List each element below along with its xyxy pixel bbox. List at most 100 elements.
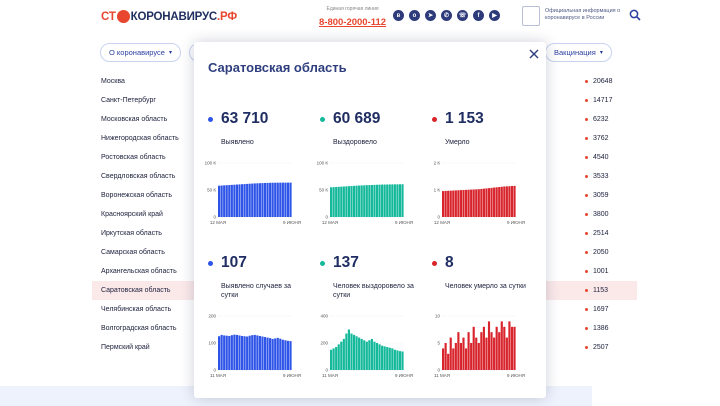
region-name: Ростовская область — [101, 154, 166, 161]
chart-bar — [490, 187, 493, 217]
x-tick-label: 9 ИЮНЯ — [507, 220, 525, 225]
region-row[interactable]: Челябинская область 1697 — [92, 300, 637, 319]
chart-detected: 100 К 50 К 0 12 МАЯ 9 ИЮНЯ — [204, 157, 301, 235]
stat-dot — [208, 116, 213, 122]
chart-bar — [243, 336, 246, 370]
stat-label: Выявлено случаев за сутки — [221, 283, 292, 300]
chart-bar — [358, 337, 361, 370]
region-row[interactable]: Москва 20648 — [92, 72, 637, 91]
chart-bar — [271, 338, 274, 370]
stat-dot — [208, 260, 213, 266]
chart-bar — [269, 338, 272, 370]
region-row[interactable]: Санкт-Петербург 14717 — [92, 91, 637, 110]
chart-bar — [388, 184, 391, 217]
vk-icon[interactable]: в — [393, 10, 404, 21]
chart-bar — [503, 186, 506, 217]
chart-bar — [475, 337, 478, 370]
chart-bar — [274, 338, 277, 370]
chart-bar — [485, 337, 488, 370]
chart-bar — [271, 182, 274, 217]
chart-bar — [340, 341, 343, 370]
chart-bar — [269, 182, 272, 217]
chart-bar — [230, 335, 233, 370]
chart-bar — [513, 185, 516, 217]
region-row[interactable]: Свердловская область 3533 — [92, 167, 637, 186]
region-name: Саратовская область — [101, 287, 171, 294]
chart-bar — [342, 186, 345, 217]
stat-dot — [320, 116, 325, 122]
chart-bar — [510, 186, 514, 217]
whatsapp-icon[interactable]: ☏ — [457, 10, 468, 21]
chart-bar — [454, 343, 457, 370]
chart-bar — [284, 340, 287, 370]
chart-bar — [345, 333, 348, 370]
region-row[interactable]: Архангельская область 1001 — [92, 262, 637, 281]
region-row[interactable]: Самарская область 2050 — [92, 243, 637, 262]
chart-bar — [493, 337, 496, 370]
chart-bar — [335, 347, 338, 370]
chart-bar — [381, 345, 384, 370]
stat-value: 63 710 — [221, 110, 269, 127]
region-name: Нижегородская область — [101, 135, 179, 142]
telegram-icon[interactable]: ➤ — [425, 10, 436, 21]
region-name: Воронежская область — [101, 192, 172, 199]
nav-vaccination[interactable]: Вакцинация ▾ — [545, 43, 612, 62]
region-row[interactable]: Московская область 6232 — [92, 110, 637, 129]
region-value: 2514 — [585, 230, 609, 237]
chart-bar — [279, 182, 282, 217]
region-value: 2050 — [585, 249, 609, 256]
region-name: Свердловская область — [101, 173, 176, 180]
chart-bar — [347, 329, 351, 370]
chart-bar — [498, 332, 501, 370]
chart-bar — [457, 190, 460, 217]
chart-bar — [276, 182, 279, 217]
region-row[interactable]: Иркутская область 2514 — [92, 224, 637, 243]
chart-bar — [220, 334, 223, 370]
close-icon[interactable] — [528, 48, 540, 60]
logo-suffix: .РФ — [217, 10, 237, 23]
search-icon[interactable] — [629, 9, 641, 21]
chart-bar — [393, 184, 396, 217]
chart-bar — [381, 184, 384, 217]
chart-bar — [472, 326, 475, 370]
region-row[interactable]: Ростовская область 4540 — [92, 148, 637, 167]
site-logo[interactable]: СТ КОРОНАВИРУС .РФ — [101, 10, 237, 23]
x-tick-label: 12 МАЯ — [434, 220, 450, 225]
chart-bar — [363, 185, 366, 217]
chart-bar — [444, 190, 447, 217]
chart-bar — [266, 182, 269, 217]
region-row[interactable]: Пермский край 2507 — [92, 338, 637, 357]
region-value: 1386 — [585, 325, 609, 332]
chart-bar — [383, 184, 386, 217]
region-row[interactable]: Красноярский край 3800 — [92, 205, 637, 224]
chart-bar — [332, 187, 335, 217]
hotline-number-link[interactable]: 8-800-2000-112 — [319, 17, 387, 28]
ok-icon[interactable]: о — [409, 10, 420, 21]
chart-bar — [223, 185, 226, 217]
region-row[interactable]: Волгоградская область 1386 — [92, 319, 637, 338]
chart-bar — [332, 348, 335, 370]
chart-bar — [218, 185, 221, 217]
region-name: Челябинская область — [101, 306, 172, 313]
stat-dot — [320, 260, 325, 266]
region-row[interactable]: Нижегородская область 3762 — [92, 129, 637, 148]
facebook-icon[interactable]: f — [473, 10, 484, 21]
chart-bar — [248, 183, 251, 217]
youtube-icon[interactable]: ▶ — [489, 10, 500, 21]
chart-bar — [462, 337, 465, 370]
chart-bar — [487, 188, 491, 217]
chart-bar — [330, 349, 333, 370]
chart-bar — [246, 336, 249, 370]
region-row[interactable]: Воронежская область 3059 — [92, 186, 637, 205]
chart-bar — [368, 185, 371, 217]
site-header: СТ КОРОНАВИРУС .РФ Единая горячая линия … — [0, 0, 720, 34]
nav-about-covid[interactable]: О коронавирусе ▾ — [100, 43, 181, 62]
chart-bar — [447, 353, 450, 370]
chart-bar — [485, 188, 488, 217]
chart-bar — [401, 351, 404, 370]
viber-icon[interactable]: ✆ — [441, 10, 452, 21]
chart-bar — [495, 187, 498, 217]
chart-bar — [284, 182, 287, 217]
chart-bar — [360, 185, 363, 217]
social-links: в о ➤ ✆ ☏ f ▶ — [393, 10, 500, 21]
